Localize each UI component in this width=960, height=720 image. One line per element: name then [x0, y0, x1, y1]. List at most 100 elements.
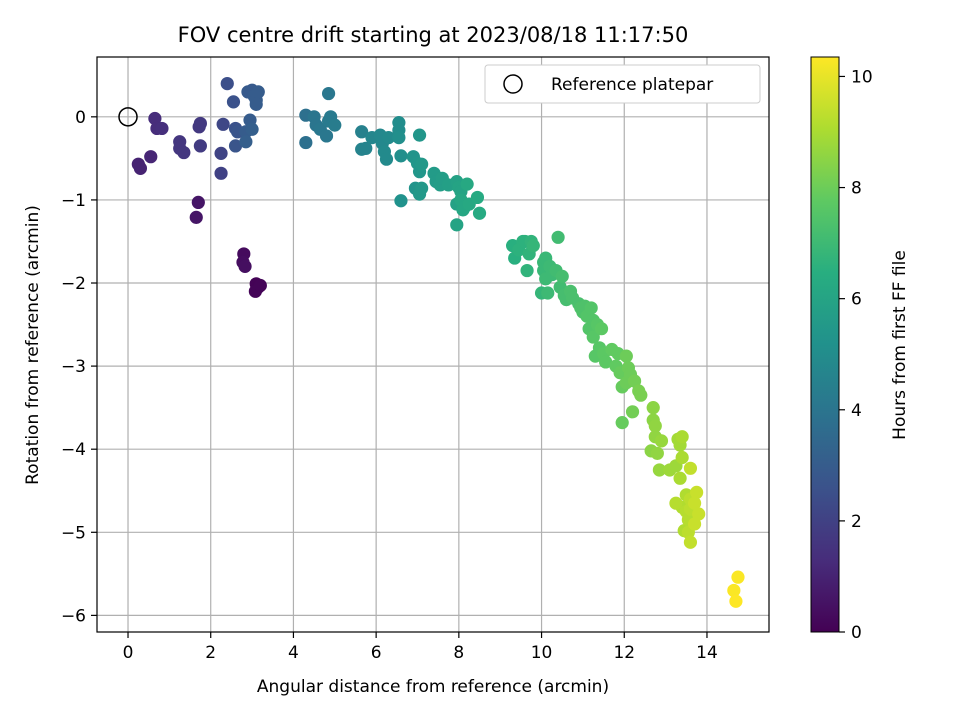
data-point — [648, 419, 662, 433]
x-tick-label: 6 — [371, 643, 382, 663]
data-point — [155, 121, 169, 136]
data-point — [299, 135, 313, 150]
data-point — [359, 141, 373, 156]
data-point — [253, 278, 267, 293]
legend-marker-open-circle — [503, 74, 523, 94]
data-point — [584, 301, 598, 315]
data-point — [412, 128, 427, 142]
data-point — [634, 388, 648, 402]
data-point — [541, 286, 555, 300]
data-point — [177, 145, 191, 160]
x-tick-label: 4 — [288, 643, 299, 663]
data-point — [214, 166, 228, 180]
data-point — [415, 181, 429, 195]
colorbar-tick-label: 8 — [851, 179, 862, 199]
y-axis-ticks: 0 −1 −2 −3 −4 −5 −6 — [61, 108, 97, 626]
y-axis-label: Rotation from reference (arcmin) — [23, 205, 43, 485]
colorbar-tick-label: 2 — [851, 512, 862, 532]
data-point — [683, 461, 698, 475]
data-point — [615, 416, 629, 430]
colorbar-ticks: 0 2 4 6 8 10 — [839, 67, 873, 643]
data-point — [652, 463, 667, 477]
data-point — [394, 149, 408, 163]
data-point — [133, 161, 148, 175]
data-point — [245, 122, 259, 136]
data-point — [692, 507, 706, 521]
data-point — [379, 152, 394, 166]
data-point — [381, 130, 396, 145]
data-point — [729, 594, 743, 608]
data-point — [214, 146, 228, 160]
y-tick-label: 0 — [75, 108, 86, 128]
data-point — [683, 535, 698, 549]
data-point — [216, 117, 230, 131]
legend-box — [484, 64, 761, 104]
chart-title: FOV centre drift starting at 2023/08/18 … — [178, 23, 689, 47]
colorbar-label: Hours from first FF file — [890, 250, 910, 440]
x-tick-label: 12 — [613, 643, 635, 663]
data-point — [520, 263, 534, 278]
colorbar-tick-label: 0 — [851, 623, 862, 643]
data-point — [731, 570, 745, 584]
y-tick-label: −3 — [61, 357, 86, 377]
data-point — [646, 401, 660, 415]
y-tick-label: −1 — [61, 191, 86, 211]
data-point — [189, 210, 203, 224]
data-point — [238, 259, 252, 273]
data-point — [690, 485, 704, 500]
data-point — [228, 139, 243, 153]
data-point — [526, 239, 540, 253]
data-point — [148, 111, 162, 126]
colorbar-tick-label: 6 — [851, 290, 862, 310]
data-point — [239, 135, 253, 149]
legend: Reference platepar — [484, 64, 761, 104]
x-tick-label: 0 — [123, 643, 134, 663]
data-point — [144, 150, 158, 164]
data-point — [319, 129, 334, 143]
data-point — [355, 125, 369, 139]
data-point — [249, 97, 263, 111]
data-point — [450, 218, 464, 232]
x-tick-label: 8 — [453, 643, 464, 663]
data-point — [687, 517, 702, 531]
data-point — [220, 76, 234, 91]
data-point — [321, 86, 336, 101]
data-point — [192, 120, 206, 134]
data-point — [191, 195, 205, 210]
data-point — [460, 177, 474, 191]
data-point — [687, 496, 702, 510]
x-tick-label: 14 — [696, 643, 718, 663]
data-point — [251, 85, 265, 99]
data-point — [328, 118, 342, 132]
data-point — [415, 157, 429, 171]
data-point — [551, 230, 565, 244]
axes-frame — [96, 56, 770, 633]
x-tick-label: 10 — [531, 643, 553, 663]
data-point — [675, 450, 689, 465]
x-axis-ticks: 0 2 4 6 8 10 12 14 — [123, 632, 718, 663]
y-tick-label: −2 — [61, 274, 86, 294]
data-point — [619, 349, 633, 363]
y-tick-label: −5 — [61, 523, 86, 543]
data-point — [669, 496, 683, 510]
y-tick-label: −4 — [61, 440, 86, 460]
data-point — [628, 374, 642, 388]
data-point — [675, 430, 689, 444]
data-point — [625, 405, 640, 419]
colorbar — [810, 56, 840, 633]
data-point — [727, 583, 741, 598]
y-tick-label: −6 — [61, 606, 86, 626]
scatter-points — [131, 76, 745, 608]
data-point — [392, 130, 406, 145]
data-point — [470, 190, 485, 205]
data-point — [654, 434, 669, 448]
reference-platepar-marker — [118, 107, 138, 127]
x-axis-label: Angular distance from reference (arcmin) — [257, 677, 609, 697]
data-point — [599, 355, 613, 369]
data-point — [586, 330, 600, 344]
legend-label: Reference platepar — [551, 75, 713, 95]
data-point — [472, 206, 487, 220]
data-point — [594, 322, 609, 336]
data-point — [650, 446, 664, 460]
